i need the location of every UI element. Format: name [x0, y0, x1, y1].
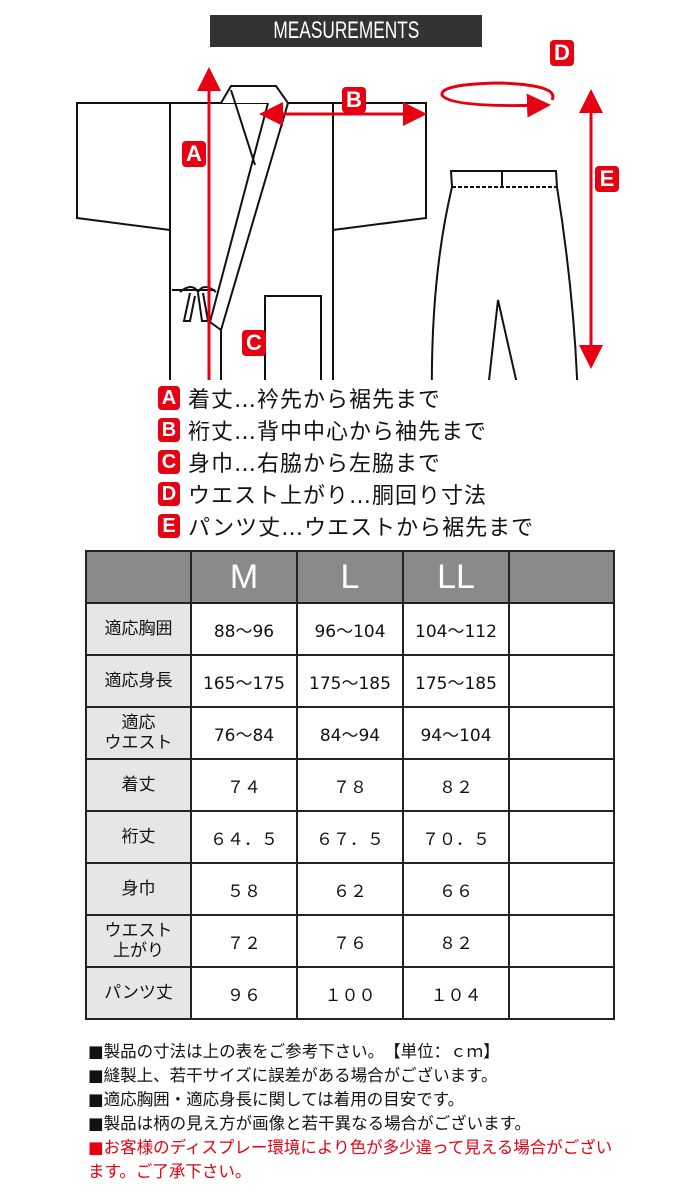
table-cell: ７２ [190, 914, 298, 968]
header-cell [508, 550, 615, 604]
legend-text: 着丈…衿先から裾先まで [188, 388, 442, 413]
table-cell: ７０．５ [402, 810, 510, 864]
label-e-badge: E [595, 166, 619, 192]
table-cell: ６６ [402, 862, 510, 916]
table-cell: １０４ [402, 966, 510, 1020]
table-row: 裄丈 ６４．５ ６７．５ ７０．５ [85, 810, 615, 864]
table-row: 適応身長 165～175 175～185 175～185 [85, 654, 615, 708]
table-row: 身巾 ５８ ６２ ６６ [85, 862, 615, 916]
table-cell [508, 654, 615, 708]
table-cell [508, 810, 615, 864]
letter-badge: C [158, 450, 180, 474]
letter-badge: D [158, 482, 180, 506]
legend-text: 裄丈…背中中心から袖先まで [188, 420, 488, 445]
table-row: ウエスト 上がり ７２ ７６ ８２ [85, 914, 615, 968]
table-cell: 175～185 [296, 654, 404, 708]
table-cell: 96～104 [296, 602, 404, 656]
table-cell: ６４．５ [190, 810, 298, 864]
table-row: 着丈 ７４ ７８ ８２ [85, 758, 615, 812]
table-cell [508, 758, 615, 812]
note-warning: ■お客様のディスプレー環境により色が多少違って見える場合がございます。ご了承下さ… [88, 1138, 613, 1181]
table-cell [508, 966, 615, 1020]
label-c-badge: C [242, 330, 266, 356]
note: ■製品は柄の見え方が画像と若干異なる場合がございます。 [88, 1114, 531, 1133]
legend-item: D ウエスト上がり…胴回り寸法 [158, 478, 534, 510]
legend-item: B 裄丈…背中中心から袖先まで [158, 414, 534, 446]
measurement-legend: A 着丈…衿先から裾先まで B 裄丈…背中中心から袖先まで C 身巾…右脇から左脇まで… [158, 382, 534, 542]
table-cell: ９６ [190, 966, 298, 1020]
table-header-row: M L LL [85, 550, 615, 604]
letter-badge: E [158, 514, 180, 538]
note: ■適応胸囲・適応身長に関しては着用の目安です。 [88, 1090, 465, 1109]
table-cell: ６７．５ [296, 810, 404, 864]
table-cell: 175～185 [402, 654, 510, 708]
table-cell [508, 706, 615, 760]
table-row: 適応胸囲 88～96 96～104 104～112 [85, 602, 615, 656]
row-label: 適応 ウエスト [85, 706, 192, 760]
label-d-badge: D [550, 40, 574, 66]
table-cell: 76～84 [190, 706, 298, 760]
legend-text: パンツ丈…ウエストから裾先まで [188, 516, 535, 541]
table-cell: ７８ [296, 758, 404, 812]
label-b-badge: B [342, 87, 366, 113]
table-cell: １００ [296, 966, 404, 1020]
table-cell: ７６ [296, 914, 404, 968]
title-text: MEASUREMENTS [273, 17, 419, 44]
table-cell: ８２ [402, 758, 510, 812]
measurements-title: MEASUREMENTS [210, 15, 482, 47]
table-cell: ７４ [190, 758, 298, 812]
pants-drawing [430, 170, 579, 380]
table-cell: 88～96 [190, 602, 298, 656]
letter-badge: A [158, 386, 180, 410]
table-row: パンツ丈 ９６ １００ １０４ [85, 966, 615, 1020]
table-cell: ６２ [296, 862, 404, 916]
header-cell-ll: LL [402, 550, 510, 604]
row-label: 裄丈 [85, 810, 192, 864]
row-label: 着丈 [85, 758, 192, 812]
label-a-badge: A [182, 141, 206, 167]
header-cell-l: L [296, 550, 404, 604]
legend-item: C 身巾…右脇から左脇まで [158, 446, 534, 478]
row-label: 適応胸囲 [85, 602, 192, 656]
legend-text: ウエスト上がり…胴回り寸法 [188, 484, 488, 509]
legend-text: 身巾…右脇から左脇まで [188, 452, 442, 477]
size-table: M L LL 適応胸囲 88～96 96～104 104～112 適応身長 165～175… [85, 550, 615, 1020]
legend-item: E パンツ丈…ウエストから裾先まで [158, 510, 534, 542]
row-label: 身巾 [85, 862, 192, 916]
table-row: 適応 ウエスト 76～84 84～94 94～104 [85, 706, 615, 760]
letter-badge: B [158, 418, 180, 442]
measure-arrows [197, 67, 603, 380]
header-cell [85, 550, 192, 604]
header-cell-m: M [190, 550, 298, 604]
table-cell: 165～175 [190, 654, 298, 708]
row-label: ウエスト 上がり [85, 914, 192, 968]
row-label: パンツ丈 [85, 966, 192, 1020]
table-cell: 94～104 [402, 706, 510, 760]
table-cell [508, 602, 615, 656]
table-cell: ５８ [190, 862, 298, 916]
note: ■製品の寸法は上の表をご参考下さい。 【単位：ｃｍ】 [88, 1042, 500, 1061]
table-cell: 104～112 [402, 602, 510, 656]
legend-item: A 着丈…衿先から裾先まで [158, 382, 534, 414]
notes: ■製品の寸法は上の表をご参考下さい。 【単位：ｃｍ】 ■縫製上、若干サイズに誤差… [88, 1040, 623, 1184]
note: ■縫製上、若干サイズに誤差がある場合がございます。 [88, 1066, 498, 1085]
table-cell [508, 862, 615, 916]
table-cell: ８２ [402, 914, 510, 968]
table-cell: 84～94 [296, 706, 404, 760]
table-cell [508, 914, 615, 968]
row-label: 適応身長 [85, 654, 192, 708]
arrow-d [440, 81, 555, 118]
